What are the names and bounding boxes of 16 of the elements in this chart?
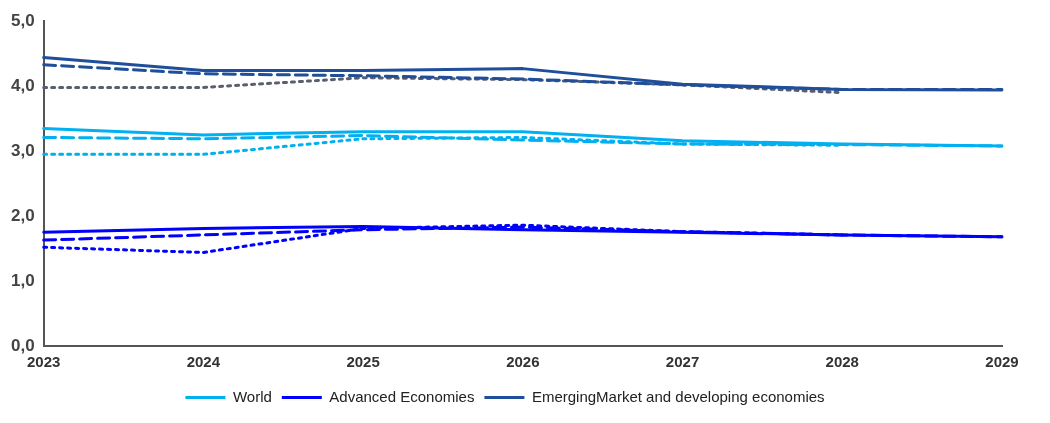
y-tick-label: 0,0 xyxy=(10,335,35,355)
legend-label: World xyxy=(232,387,272,405)
x-tick-label: 2026 xyxy=(506,353,540,371)
x-tick-label: 2029 xyxy=(985,353,1019,371)
x-tick-label: 2028 xyxy=(825,353,859,371)
y-tick-label: 1,0 xyxy=(10,270,35,290)
legend-label: EmergingMarket and developing economies xyxy=(531,387,825,405)
legend-label: Advanced Economies xyxy=(329,387,475,405)
y-tick-label: 5,0 xyxy=(10,10,35,30)
x-tick-label: 2027 xyxy=(665,353,700,371)
x-tick-label: 2024 xyxy=(186,353,221,371)
y-tick-label: 4,0 xyxy=(10,75,35,95)
y-tick-label: 2,0 xyxy=(10,205,35,225)
y-tick-label: 3,0 xyxy=(10,140,35,160)
x-tick-label: 2025 xyxy=(346,353,380,371)
x-tick-label: 2023 xyxy=(26,353,61,371)
